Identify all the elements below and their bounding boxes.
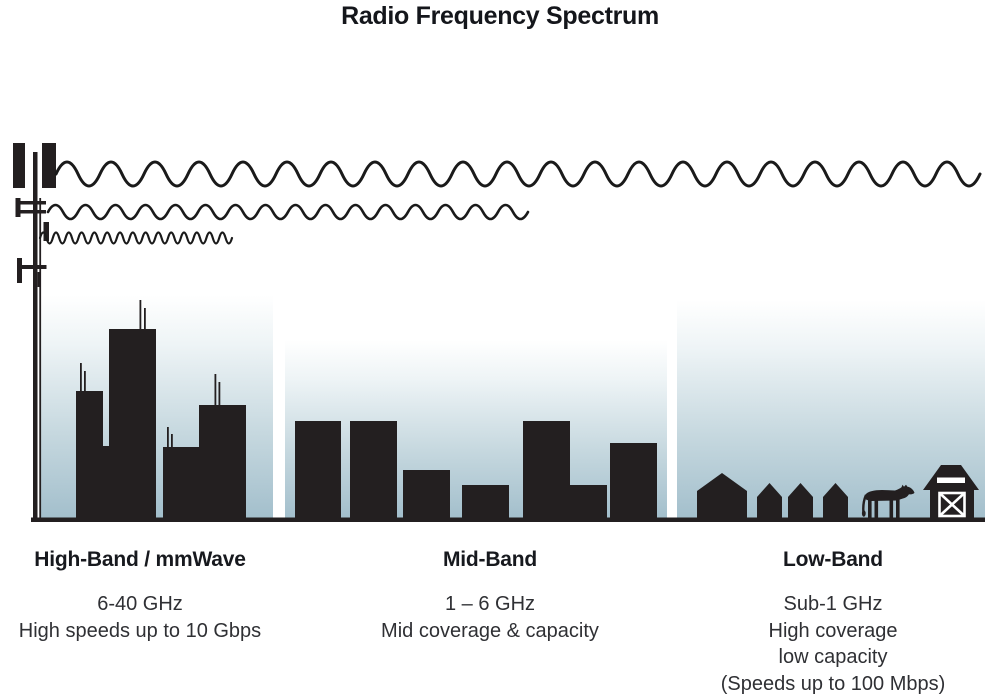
- ground-line: [31, 517, 985, 522]
- high-band-label: High-Band / mmWave 6-40 GHz High speeds …: [15, 548, 265, 644]
- band-heading: High-Band / mmWave: [34, 548, 246, 571]
- short-wavelength-wave-icon: [38, 231, 234, 245]
- band-description: low capacity: [778, 646, 888, 668]
- band-frequency: 6-40 GHz: [97, 593, 183, 615]
- band-heading: Low-Band: [783, 548, 883, 571]
- low-band-label: Low-Band Sub-1 GHz High coverage low cap…: [683, 548, 983, 697]
- band-description: High speeds up to 10 Gbps: [18, 619, 262, 642]
- band-frequency: 1 – 6 GHz: [444, 593, 536, 615]
- rural-houses-icon: [697, 473, 848, 518]
- cell-tower-icon: [13, 143, 56, 518]
- cow-icon: [861, 484, 915, 518]
- barn-icon: [923, 465, 979, 518]
- mid-band-label: Mid-Band 1 – 6 GHz Mid coverage & capaci…: [340, 548, 640, 644]
- town-skyline-icon: [295, 421, 657, 518]
- band-description: (Speeds up to 100 Mbps): [720, 672, 946, 695]
- long-wavelength-wave-icon: [54, 160, 982, 188]
- band-frequency: Sub-1 GHz: [783, 593, 883, 615]
- page-title: Radio Frequency Spectrum: [341, 2, 659, 30]
- band-description: High coverage: [768, 619, 898, 642]
- city-skyline-icon: [76, 300, 246, 518]
- band-description: Mid coverage & capacity: [381, 619, 599, 642]
- medium-wavelength-wave-icon: [46, 203, 530, 221]
- band-heading: Mid-Band: [442, 548, 538, 571]
